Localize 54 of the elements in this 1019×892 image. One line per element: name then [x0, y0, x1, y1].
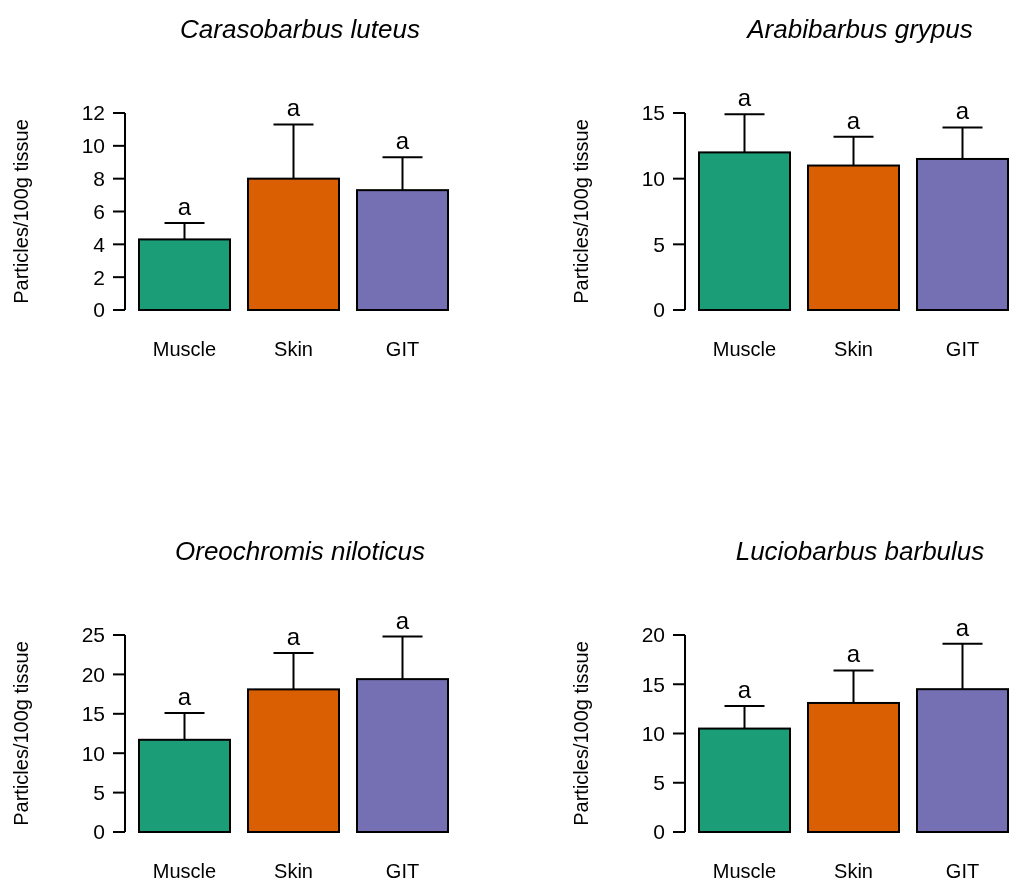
annotation: a [846, 640, 861, 668]
y-tick-label: 15 [641, 101, 665, 125]
annotation: a [955, 613, 970, 641]
annotation: a [395, 127, 410, 155]
y-tick-label: 10 [641, 721, 665, 745]
y-tick-label: 10 [641, 167, 665, 191]
y-tick-label: 20 [641, 623, 665, 647]
annotation: a [737, 84, 752, 112]
y-tick-label: 8 [93, 167, 105, 191]
y-tick-label: 0 [653, 298, 665, 322]
y-tick-label: 5 [653, 232, 665, 256]
y-axis-title: Particles/100g tissue [10, 641, 32, 826]
annotation: a [955, 97, 970, 125]
y-tick-label: 25 [81, 623, 105, 647]
x-tick-label: Skin [834, 338, 873, 360]
y-tick-label: 6 [93, 199, 105, 223]
y-tick-label: 0 [93, 298, 105, 322]
y-tick-label: 0 [653, 820, 665, 844]
y-tick-label: 15 [641, 672, 665, 696]
annotation: a [286, 94, 301, 122]
y-tick-label: 5 [653, 771, 665, 795]
y-tick-label: 20 [81, 662, 105, 686]
x-tick-label: Skin [834, 860, 873, 882]
annotation: a [177, 683, 192, 711]
annotation: a [737, 675, 752, 703]
chart-title: Carasobarbus luteus [180, 14, 420, 44]
x-tick-label: GIT [945, 860, 980, 882]
y-axis-title: Particles/100g tissue [570, 119, 592, 304]
annotation: a [177, 192, 192, 220]
chart-title: Luciobarbus barbulus [735, 536, 985, 566]
y-tick-label: 2 [93, 265, 105, 289]
y-tick-label: 5 [93, 780, 105, 804]
x-tick-label: Muscle [712, 860, 777, 882]
x-tick-label: Skin [274, 860, 313, 882]
y-axis-title: Particles/100g tissue [570, 641, 592, 826]
annotation: a [286, 623, 301, 651]
y-tick-label: 15 [81, 702, 105, 726]
x-tick-label: Muscle [712, 338, 777, 360]
y-tick-label: 12 [81, 101, 105, 125]
annotation: a [395, 606, 410, 634]
y-tick-label: 0 [93, 820, 105, 844]
x-tick-label: GIT [945, 338, 980, 360]
y-tick-label: 10 [81, 741, 105, 765]
chart-title: Oreochromis niloticus [175, 536, 425, 566]
x-tick-label: Skin [274, 338, 313, 360]
x-tick-label: GIT [385, 860, 420, 882]
annotation: a [846, 106, 861, 134]
y-tick-label: 4 [93, 232, 106, 256]
y-tick-label: 10 [81, 134, 105, 158]
x-tick-label: Muscle [152, 860, 217, 882]
y-axis-title: Particles/100g tissue [10, 119, 32, 304]
x-tick-label: GIT [385, 338, 420, 360]
chart-title: Arabibarbus grypus [745, 14, 973, 44]
x-tick-label: Muscle [152, 338, 217, 360]
